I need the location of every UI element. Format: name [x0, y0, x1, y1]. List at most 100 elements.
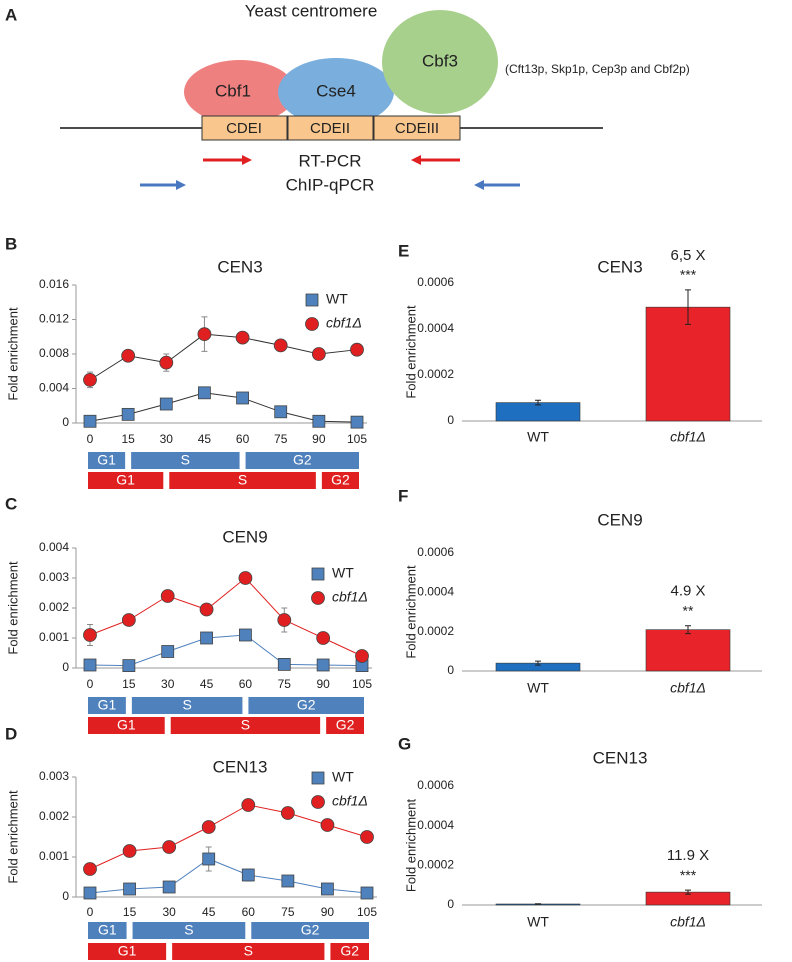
phase-label: G2: [331, 472, 350, 488]
phase-label: G2: [301, 922, 320, 938]
legend-marker: [305, 293, 319, 307]
cse4-shape: [278, 58, 394, 126]
x-tick-label: WT: [527, 914, 549, 930]
legend-label: cbf1Δ: [332, 793, 368, 809]
cbf3-shape: [382, 10, 498, 114]
y-tick-label: 0: [447, 413, 454, 427]
point: [200, 631, 213, 645]
series-line: [89, 804, 368, 870]
point: [201, 820, 216, 834]
point: [199, 602, 214, 617]
diagram-title: Yeast centromere: [245, 1, 378, 20]
x-tick-label: 75: [281, 905, 295, 919]
point: [316, 631, 331, 645]
phase-label: G1: [116, 472, 135, 488]
phase-bar: [245, 452, 359, 469]
x-tick-label: cbf1Δ: [670, 914, 706, 930]
error-bar: [535, 660, 541, 666]
x-tick-label: WT: [527, 429, 549, 445]
x-tick-label: 60: [242, 905, 256, 919]
point: [311, 347, 326, 361]
protein-label: Cbf1: [215, 81, 251, 100]
x-tick-label: 105: [352, 677, 372, 691]
phase-bar: [88, 697, 126, 714]
phase-bar: [88, 452, 126, 469]
y-tick-label: 0.0006: [417, 545, 454, 559]
x-tick-label: WT: [527, 680, 549, 696]
x-tick-label: 30: [160, 432, 174, 446]
phase-label: S: [238, 472, 247, 488]
y-tick-label: 0: [447, 663, 454, 677]
point: [122, 659, 136, 672]
y-axis-label: Fold enrichment: [403, 565, 418, 659]
y-tick-label: 0.0002: [417, 624, 454, 638]
phase-label: G1: [118, 943, 137, 959]
point: [350, 342, 364, 357]
phase-label: S: [181, 452, 190, 468]
y-axis-label: Fold enrichment: [5, 790, 20, 884]
point: [160, 589, 175, 603]
y-tick-label: 0: [62, 889, 69, 903]
legend-marker: [311, 591, 325, 605]
series-line: [89, 634, 363, 667]
chart-panel: D CEN13 Fold enrichment 0 0.001 0.002 0.003 0 15…: [5, 724, 377, 960]
y-tick-label: 0: [447, 897, 454, 911]
fold-change: 4.9 X: [670, 583, 705, 600]
x-tick-label: 60: [236, 432, 250, 446]
phase-bar: [326, 717, 364, 734]
panel-label: C: [5, 494, 17, 513]
cbf1-shape: [184, 60, 296, 124]
point: [123, 882, 136, 896]
point: [162, 840, 177, 854]
legend-label: WT: [326, 291, 348, 307]
cde-box: [201, 115, 288, 141]
protein-label: Cse4: [316, 81, 356, 100]
phase-label: S: [241, 717, 250, 733]
point: [159, 397, 173, 411]
phase-bar: [248, 697, 364, 714]
x-tick-label: 105: [347, 432, 367, 446]
chart-title: CEN3: [217, 257, 262, 276]
phase-label: S: [244, 943, 253, 959]
x-tick-label: cbf1Δ: [670, 429, 706, 445]
y-tick-label: 0.004: [39, 540, 69, 554]
x-tick-label: 45: [198, 432, 212, 446]
phase-bar: [172, 943, 325, 960]
x-tick-label: 90: [312, 432, 326, 446]
phase-bar: [170, 717, 321, 734]
point: [312, 414, 326, 428]
phase-label: S: [184, 922, 193, 938]
y-tick-label: 0.001: [39, 849, 69, 863]
x-tick-label: 45: [200, 677, 214, 691]
y-tick-label: 0.0006: [417, 778, 454, 792]
point: [121, 348, 136, 363]
point: [159, 355, 174, 370]
primer-label: ChIP-qPCR: [286, 175, 375, 194]
significance: ***: [680, 867, 697, 883]
x-tick-label: 75: [278, 677, 292, 691]
element-label: CDEII: [310, 120, 350, 137]
phase-label: G2: [340, 943, 359, 959]
fold-change: 6,5 X: [670, 247, 705, 264]
protein-label: Cbf3: [422, 51, 458, 70]
phase-bar: [88, 922, 127, 939]
point: [281, 874, 295, 888]
chart-title: CEN9: [597, 510, 642, 529]
x-tick-label: 15: [123, 905, 137, 919]
x-tick-label: 15: [122, 677, 136, 691]
primer-label: RT-PCR: [299, 151, 362, 170]
point: [121, 407, 135, 421]
y-axis-label: Fold enrichment: [5, 561, 20, 655]
error-bar: [685, 289, 691, 325]
legend-label: cbf1Δ: [332, 589, 368, 605]
phase-bar: [88, 943, 167, 960]
y-tick-label: 0.004: [39, 381, 69, 395]
y-tick-label: 0.0004: [417, 818, 454, 832]
element-label: CDEIII: [395, 120, 439, 137]
legend-label: WT: [332, 565, 354, 581]
panel-label: A: [5, 5, 17, 24]
bar: [645, 629, 731, 672]
x-tick-label: 0: [87, 905, 94, 919]
legend-marker: [311, 567, 325, 581]
point: [360, 886, 374, 900]
